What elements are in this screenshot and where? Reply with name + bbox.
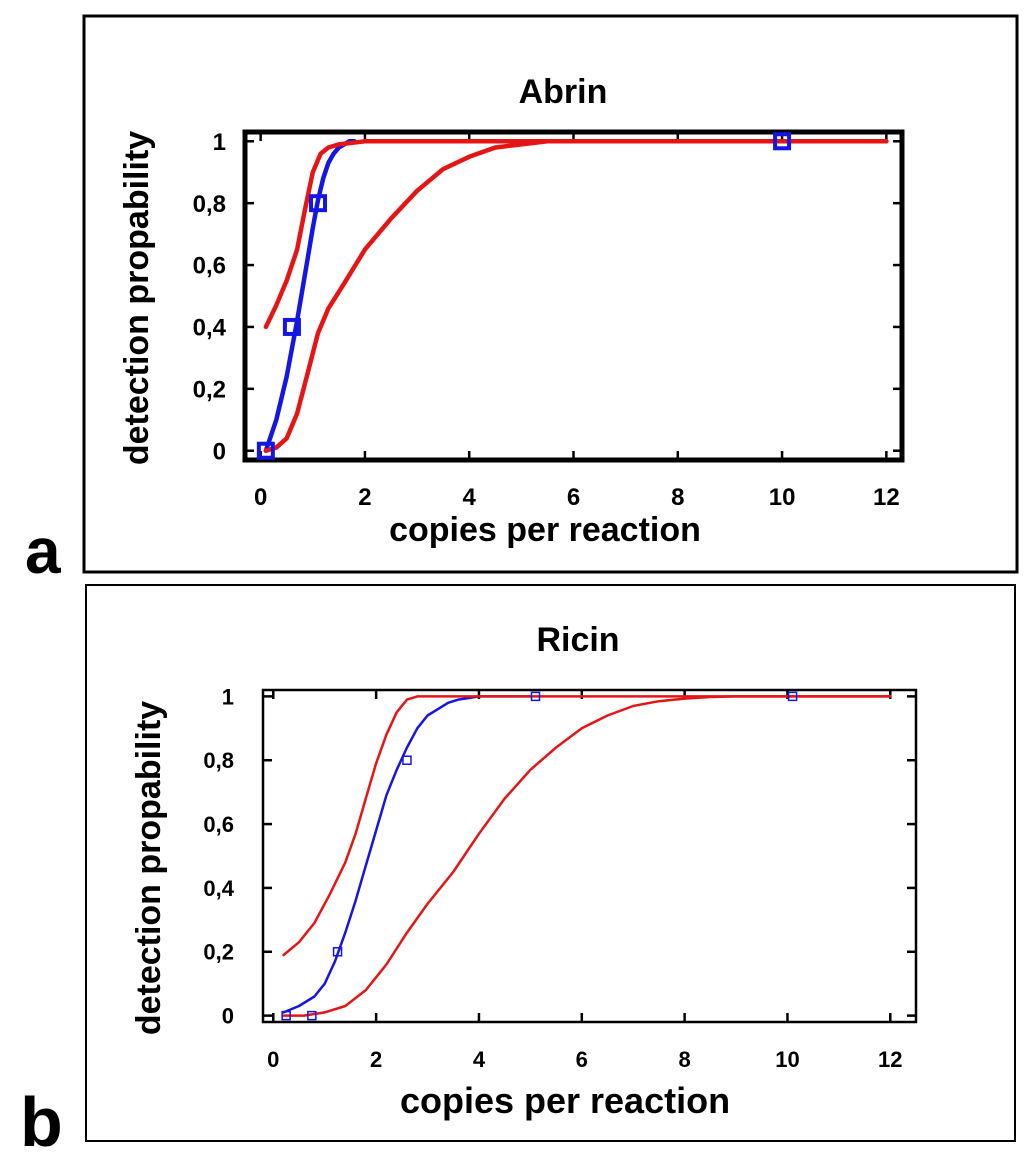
x-tick-label: 0 <box>254 484 267 511</box>
data-point-marker <box>307 1010 317 1021</box>
panel-label: b <box>20 1083 63 1161</box>
y-tick-label: 0,2 <box>193 376 226 403</box>
y-axis-label: detection propability <box>118 131 156 465</box>
plot-area-frame <box>261 688 918 1024</box>
panel-b-chart: Ricin 0 2 4 6 8 10 12 0 0,2 0,4 0,6 0,8 1 copies per r… <box>20 621 918 1161</box>
y-tick-label: 0,6 <box>193 253 226 280</box>
series-upper-bound-line <box>282 695 892 957</box>
data-point-marker <box>773 132 792 151</box>
data-point-marker <box>787 691 798 702</box>
x-axis-label: copies per reaction <box>400 1080 730 1121</box>
panel-a-frame <box>82 14 1019 574</box>
x-tick-label: 6 <box>576 1047 588 1072</box>
data-point-marker <box>530 691 541 702</box>
x-tick-label: 12 <box>878 1047 902 1072</box>
x-tick-label: 6 <box>567 484 580 511</box>
y-tick-label: 0 <box>213 438 226 465</box>
y-tick-label: 0,4 <box>203 876 234 901</box>
y-tick-label: 1 <box>222 684 234 709</box>
y-tick-label: 0,2 <box>203 940 234 965</box>
panel-label: a <box>25 515 61 587</box>
x-tick-label: 4 <box>463 484 477 511</box>
y-tick-label: 0,4 <box>193 315 227 342</box>
chart-title: Ricin <box>536 621 619 659</box>
series-upper-bound-line <box>263 139 889 330</box>
data-point-marker <box>332 947 343 957</box>
series-lower-bound-line <box>282 695 892 1017</box>
chart-title: Abrin <box>519 73 608 111</box>
x-tick-label: 0 <box>267 1047 279 1072</box>
y-tick-label: 0,8 <box>193 191 226 218</box>
x-tick-label: 8 <box>671 484 684 511</box>
y-axis-label: detection propability <box>130 701 168 1035</box>
x-tick-label: 10 <box>769 484 796 511</box>
plot-area-frame <box>242 129 905 463</box>
data-point-marker <box>309 194 327 213</box>
panel-b-frame <box>85 584 1016 1142</box>
y-tick-label: 0 <box>222 1004 234 1029</box>
x-tick-label: 12 <box>873 484 900 511</box>
x-tick-label: 2 <box>370 1047 382 1072</box>
data-point-marker <box>402 755 412 765</box>
y-tick-label: 0,8 <box>203 748 234 773</box>
y-tick-label: 0,6 <box>203 812 234 837</box>
series-fit-line <box>282 695 532 1014</box>
data-point-marker <box>282 317 301 336</box>
x-axis-label: copies per reaction <box>389 511 701 549</box>
x-tick-label: 8 <box>678 1047 690 1072</box>
data-point-marker <box>256 441 275 460</box>
data-point-marker <box>281 1010 291 1021</box>
series-lower-bound-line <box>263 139 889 453</box>
x-tick-label: 2 <box>358 484 371 511</box>
y-tick-label: 1 <box>213 129 226 156</box>
panel-a-chart: Abrin 0 2 4 6 8 10 12 0 0,2 0,4 0,6 0,8 1 copies per r… <box>25 73 905 587</box>
x-tick-label: 10 <box>775 1047 799 1072</box>
x-tick-label: 4 <box>473 1047 486 1072</box>
